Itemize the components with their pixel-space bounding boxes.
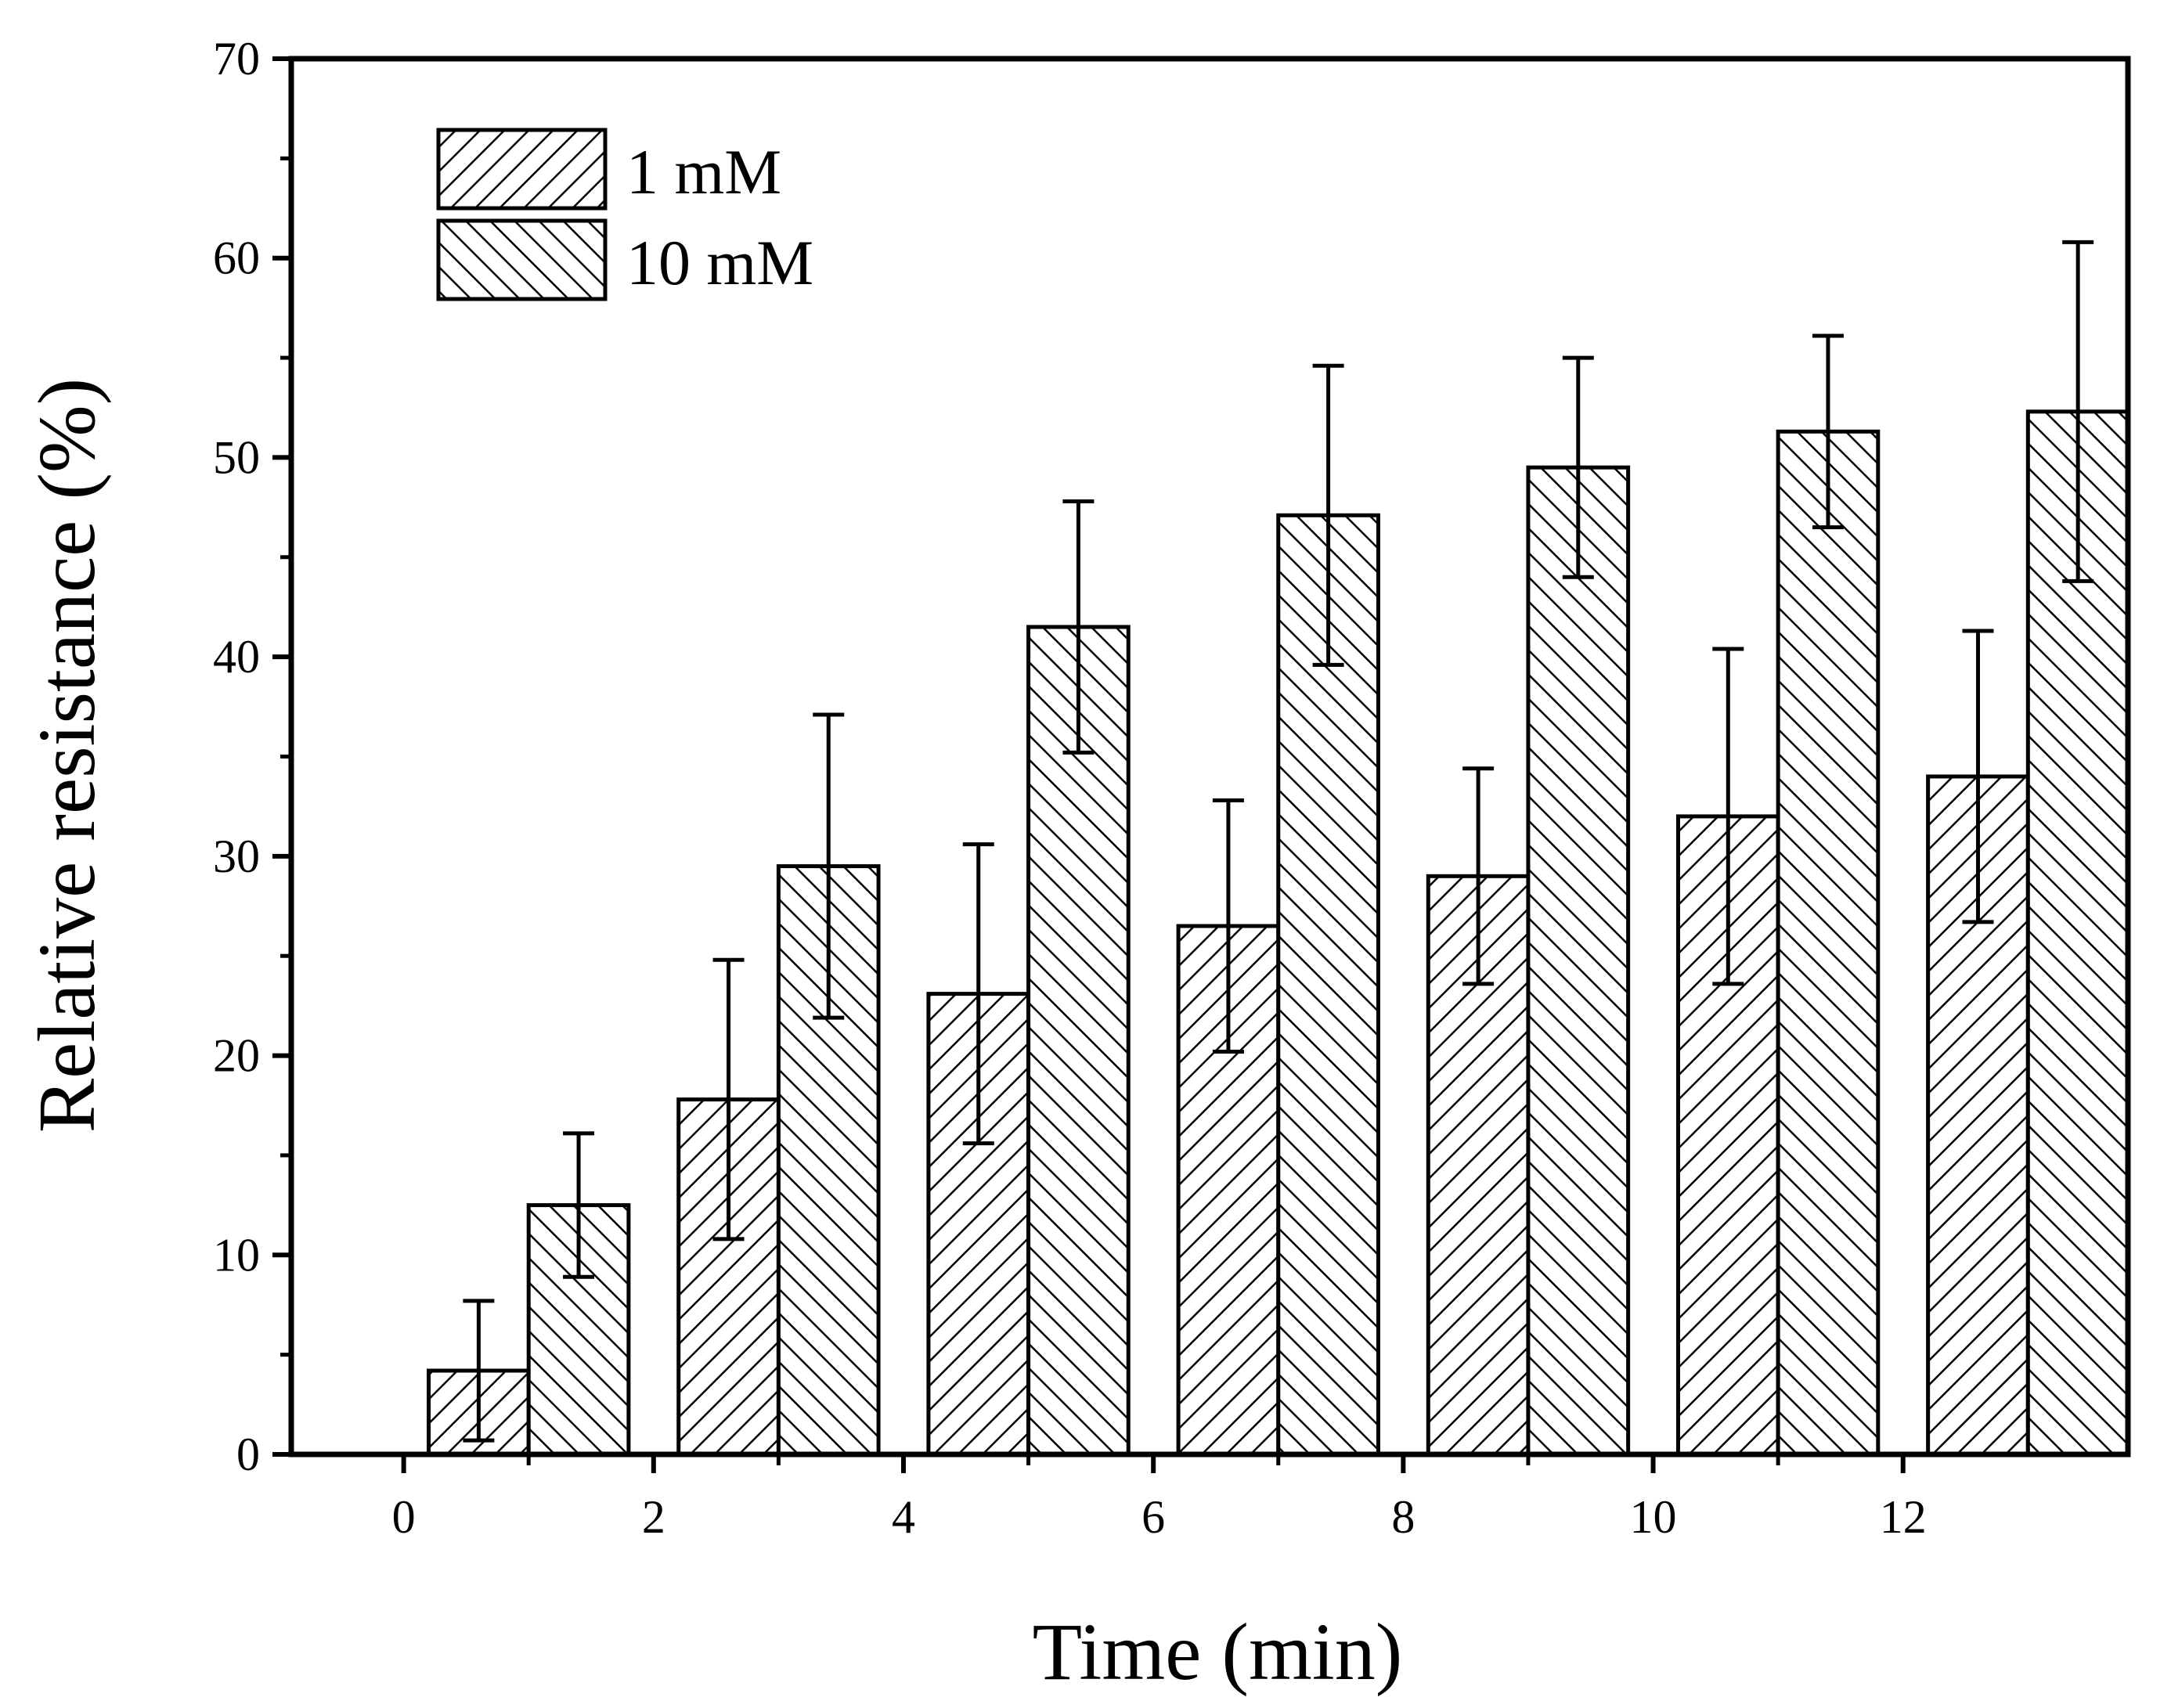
y-tick-label-70: 70	[213, 33, 260, 85]
legend-swatch-10mm	[436, 218, 608, 301]
x-tick-label-6: 6	[1141, 1491, 1165, 1543]
legend-label-1mm: 1 mM	[626, 136, 781, 207]
x-tick-label-0: 0	[392, 1491, 416, 1543]
y-tick-label-60: 60	[213, 232, 260, 284]
x-tick-label-8: 8	[1391, 1491, 1415, 1543]
x-axis-title: Time (min)	[1033, 1607, 1403, 1697]
y-tick-label-20: 20	[213, 1030, 260, 1082]
legend: 1 mM 10 mM	[436, 128, 813, 301]
x-tick-label-10: 10	[1630, 1491, 1677, 1543]
y-tick-label-50: 50	[213, 431, 260, 483]
bar-10mm-11	[1776, 429, 1881, 1457]
y-tick-label-10: 10	[213, 1229, 260, 1281]
legend-label-10mm: 10 mM	[626, 227, 813, 298]
y-tick-label-30: 30	[213, 831, 260, 882]
bar-10mm-9	[1526, 465, 1631, 1457]
error-bars	[463, 240, 2094, 1443]
x-tick-label-2: 2	[642, 1491, 665, 1543]
legend-swatch-1mm	[436, 128, 608, 211]
y-axis-title: Relative resistance (%)	[22, 378, 112, 1133]
y-tick-label-0: 0	[236, 1429, 260, 1480]
x-tick-label-4: 4	[892, 1491, 915, 1543]
x-tick-label-12: 12	[1880, 1491, 1927, 1543]
axes: 0 10 20 30 40 50 60 70 0 2 4 6 8 10 12	[213, 33, 2131, 1543]
y-tick-label-40: 40	[213, 631, 260, 683]
